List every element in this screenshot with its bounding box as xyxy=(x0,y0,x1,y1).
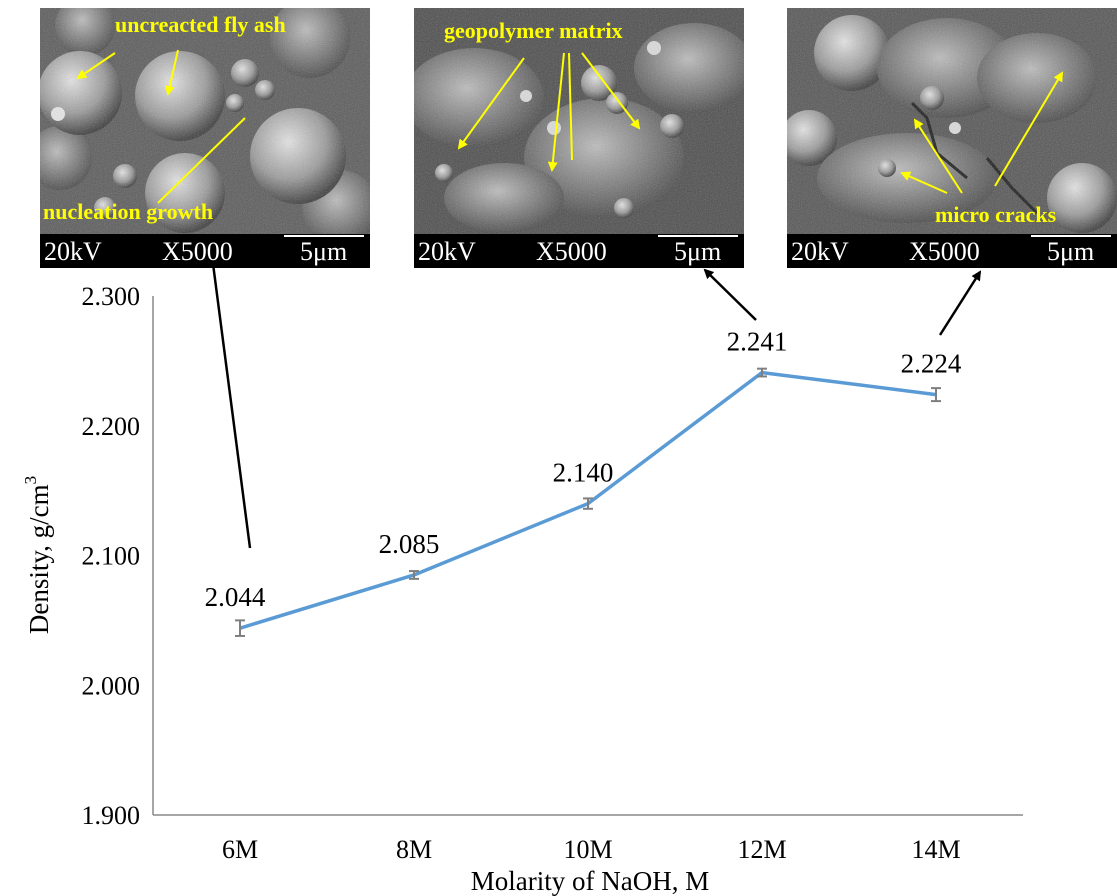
scale-bar-strip xyxy=(787,234,1117,268)
pointer-arrows xyxy=(208,254,982,549)
pointer-arrow-6m xyxy=(208,254,252,549)
scale-bar-strip xyxy=(40,234,370,268)
svg-text:Density, g/cm3: Density, g/cm3 xyxy=(21,476,54,634)
y-tick-label: 2.300 xyxy=(82,282,141,311)
error-bar xyxy=(931,387,941,403)
y-tick-label: 2.000 xyxy=(82,671,141,700)
micrograph-12m: geopolymer matrix 20kV X5000 5μm xyxy=(414,8,744,268)
sem-voltage: 20kV xyxy=(418,237,476,266)
density-series xyxy=(235,367,941,637)
error-bar xyxy=(235,619,245,637)
sem-scale: 5μm xyxy=(300,237,347,266)
y-axis-title-superscript: 3 xyxy=(21,476,40,485)
x-tick-label: 14M xyxy=(911,835,960,864)
sem-scale: 5μm xyxy=(1047,237,1094,266)
sem-scale: 5μm xyxy=(674,237,721,266)
data-label: 2.241 xyxy=(727,327,788,357)
y-axis-title: Density, g/cm xyxy=(24,484,54,634)
data-labels: 2.044 2.085 2.140 2.241 2.224 xyxy=(205,327,962,613)
chart-axes xyxy=(152,296,1023,816)
x-axis-title: Molarity of NaOH, M xyxy=(471,866,709,896)
data-label: 2.224 xyxy=(901,349,962,379)
x-tick-label: 12M xyxy=(737,835,786,864)
x-tick-label: 8M xyxy=(396,835,432,864)
annotation-geopolymer-matrix: geopolymer matrix xyxy=(444,18,623,43)
x-tick-label: 10M xyxy=(563,835,612,864)
data-label: 2.044 xyxy=(205,582,266,612)
x-tick-label: 6M xyxy=(222,835,258,864)
y-axis-title-group: Density, g/cm3 xyxy=(21,476,54,634)
y-tick-label: 1.900 xyxy=(82,801,141,830)
micrograph-6m: uncreacted fly ash nucleation growth 20k… xyxy=(40,8,370,268)
annotation-unreacted-fly-ash: uncreacted fly ash xyxy=(115,12,286,37)
annotation-micro-cracks: micro cracks xyxy=(935,202,1057,227)
y-tick-label: 2.100 xyxy=(82,542,141,571)
error-bar xyxy=(757,367,767,378)
sem-magnification: X5000 xyxy=(536,237,607,266)
pointer-arrow-12m xyxy=(703,268,757,321)
sem-magnification: X5000 xyxy=(162,237,233,266)
sem-magnification: X5000 xyxy=(909,237,980,266)
error-bar xyxy=(583,497,593,510)
scale-bar-strip xyxy=(414,234,744,268)
y-tick-label: 2.200 xyxy=(82,412,141,441)
pointer-arrow-14m xyxy=(938,270,982,336)
data-label: 2.140 xyxy=(553,458,614,488)
data-label: 2.085 xyxy=(379,529,440,559)
annotation-nucleation-growth: nucleation growth xyxy=(43,199,213,224)
sem-voltage: 20kV xyxy=(791,237,849,266)
x-tick-labels: 6M 8M 10M 12M 14M xyxy=(222,835,961,864)
micrograph-14m: micro cracks 20kV X5000 5μm xyxy=(787,8,1117,268)
sem-voltage: 20kV xyxy=(44,237,102,266)
y-tick-labels: 1.900 2.000 2.100 2.200 2.300 xyxy=(82,282,141,830)
error-bar xyxy=(409,570,419,580)
